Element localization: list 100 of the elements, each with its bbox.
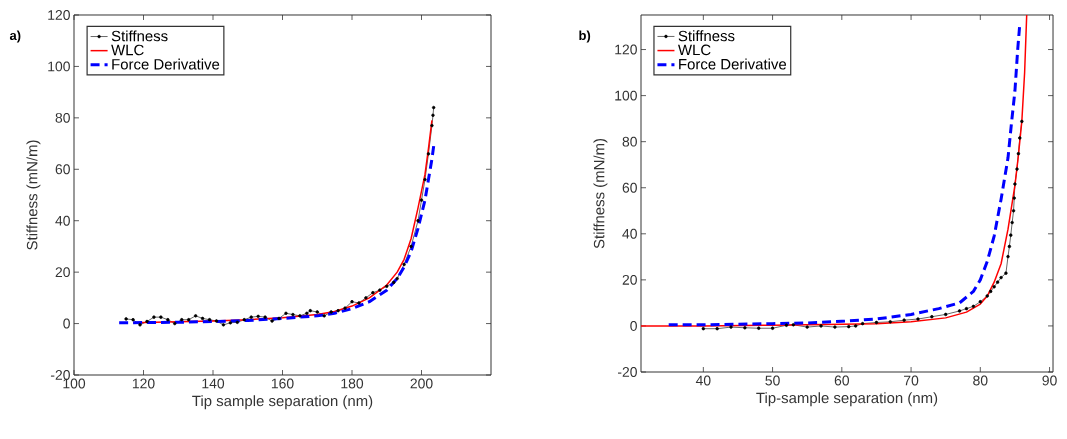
point: [930, 315, 934, 319]
point: [888, 320, 892, 324]
x-tick-label: 160: [271, 378, 294, 389]
point: [715, 327, 719, 331]
point: [409, 244, 413, 249]
point: [291, 312, 295, 317]
point: [757, 326, 761, 330]
point: [131, 318, 135, 322]
y-tick-label: 80: [622, 136, 637, 147]
y-axis-title: Stiffness (mN/m): [26, 140, 41, 250]
point: [847, 324, 851, 329]
point: [819, 324, 823, 328]
legend-label: WLC: [678, 44, 711, 56]
y-tick-label: 0: [630, 320, 637, 331]
point: [207, 318, 212, 322]
point: [999, 275, 1003, 280]
point: [263, 315, 267, 319]
point: [350, 300, 354, 304]
point: [1020, 119, 1024, 124]
point: [791, 323, 796, 327]
point: [395, 276, 399, 281]
point: [916, 317, 920, 321]
point: [329, 310, 333, 314]
x-tick-label: 100: [63, 378, 86, 389]
x-axis-title: Tip-sample separation (nm): [756, 392, 938, 407]
legend-label: Force Derivative: [679, 58, 787, 70]
point: [371, 291, 375, 295]
point: [416, 219, 420, 223]
point: [1015, 167, 1019, 171]
point: [357, 301, 361, 305]
point: [270, 319, 274, 323]
point: [860, 321, 865, 326]
legend-label: Stiffness: [678, 30, 735, 42]
point: [805, 325, 809, 329]
y-tick-label: -20: [617, 367, 637, 377]
point: [378, 288, 382, 292]
point: [978, 300, 982, 304]
text: b): [579, 30, 591, 43]
point: [995, 280, 1000, 284]
point: [1011, 209, 1016, 213]
point: [166, 318, 170, 322]
point: [701, 327, 706, 331]
y-tick-label: -20: [50, 370, 70, 380]
point: [193, 314, 198, 318]
y-axis-title: Stiffness (mN/m): [593, 138, 608, 249]
point: [964, 306, 969, 311]
point: [1004, 271, 1008, 275]
point: [235, 320, 240, 324]
y-tick-label: 0: [63, 318, 70, 329]
y-tick-label: 100: [48, 61, 70, 72]
point: [971, 304, 976, 309]
x-tick-label: 60: [834, 375, 850, 386]
point: [784, 323, 789, 327]
point: [430, 123, 434, 128]
point: [284, 311, 288, 315]
point: [1010, 220, 1014, 225]
point: [186, 318, 191, 322]
point: [364, 296, 368, 300]
point: [1012, 196, 1016, 200]
y-tick-label: 60: [622, 182, 637, 193]
point: [423, 177, 427, 182]
point: [1013, 182, 1017, 186]
point: [145, 319, 149, 324]
point: [419, 198, 424, 202]
point: [1016, 151, 1021, 156]
point: [992, 285, 996, 289]
line-series: [117, 144, 436, 325]
point: [1007, 244, 1012, 249]
point: [743, 326, 747, 330]
point: [902, 318, 906, 322]
point: [1006, 254, 1010, 259]
x-tick-label: 50: [765, 375, 780, 386]
point: [985, 294, 989, 298]
point: [322, 314, 326, 318]
x-axis-title: Tip sample separation (nm): [192, 395, 373, 410]
point: [343, 306, 347, 310]
point: [242, 318, 246, 322]
point: [298, 314, 302, 318]
point: [729, 325, 733, 329]
point: [392, 280, 396, 285]
point: [426, 152, 431, 156]
x-tick-label: 70: [904, 375, 919, 386]
point: [1009, 233, 1013, 237]
y-tick-label: 40: [55, 215, 70, 226]
x-tick-label: 40: [695, 375, 711, 386]
x-tick-label: 200: [410, 378, 433, 389]
point: [402, 262, 406, 267]
y-tick-label: 120: [615, 44, 637, 55]
x-tick-label: 120: [132, 378, 155, 389]
point: [138, 323, 142, 327]
point: [124, 317, 128, 321]
point: [249, 315, 253, 319]
point: [277, 316, 281, 321]
point: [853, 324, 858, 328]
legend-label: WLC: [111, 44, 144, 56]
point: [943, 312, 948, 317]
point: [228, 321, 233, 325]
point: [152, 315, 156, 319]
point: [431, 105, 436, 110]
point: [256, 314, 260, 319]
